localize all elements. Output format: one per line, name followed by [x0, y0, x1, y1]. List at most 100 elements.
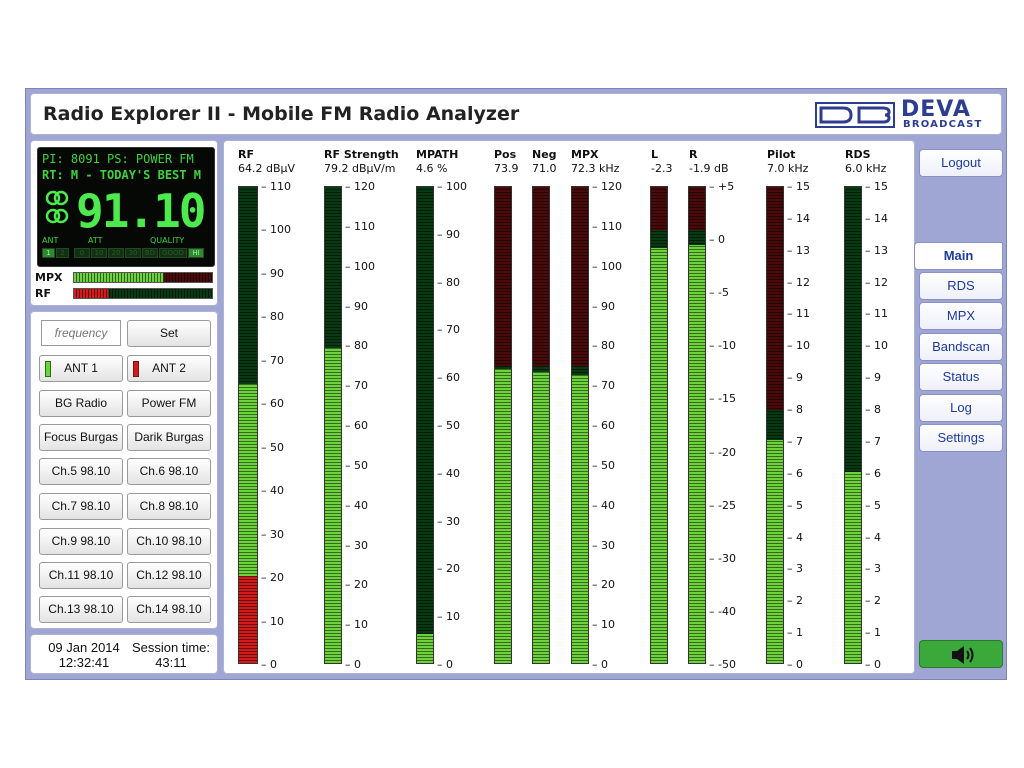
- meter-value: 71.0: [532, 162, 557, 175]
- logo-main-text: DEVA: [901, 97, 971, 122]
- meter-tick-label: – +5: [709, 180, 735, 193]
- meter-tick-label: – 80: [592, 339, 615, 353]
- preset-button[interactable]: Ch.12 98.10: [127, 562, 211, 589]
- preset-button[interactable]: Ch.5 98.10: [39, 458, 123, 485]
- meter-tick-label: – 7: [787, 434, 803, 448]
- meter-tick-label: – 0: [787, 658, 803, 671]
- tab-settings[interactable]: Settings: [919, 424, 1003, 452]
- meter-tick-label: – 40: [437, 466, 460, 480]
- meter-tick-label: – 2: [865, 594, 881, 608]
- set-button[interactable]: Set: [127, 320, 211, 347]
- meter-tick-label: – 80: [261, 310, 284, 324]
- meter-tick-label: – 0: [261, 658, 277, 671]
- meter-tick-label: – 0: [709, 233, 725, 247]
- meter-segments: [325, 187, 341, 663]
- tab-mpx[interactable]: MPX: [919, 302, 1003, 330]
- preset-button[interactable]: BG Radio: [39, 390, 123, 417]
- meter-tick-label: – 80: [437, 275, 460, 289]
- sound-toggle-button[interactable]: [919, 640, 1003, 668]
- att-label: ATT: [88, 236, 103, 245]
- meter-tick-label: – 30: [437, 514, 460, 528]
- ant1-button[interactable]: ANT 1: [39, 355, 123, 382]
- meter-tick-label: – -10: [709, 339, 736, 353]
- meter-tick-label: – 12: [787, 275, 810, 289]
- preset-button[interactable]: Ch.11 98.10: [39, 562, 123, 589]
- meter-value: 73.9: [494, 162, 519, 175]
- tab-log[interactable]: Log: [919, 394, 1003, 422]
- ant-cell: 1: [42, 248, 55, 258]
- rf-level-label: RF: [35, 287, 51, 300]
- meter-tick-label: – 10: [865, 339, 888, 353]
- meter-tick-label: – 3: [787, 562, 803, 576]
- meter-tick-label: – 50: [345, 458, 368, 472]
- meter-tick-label: – 90: [437, 227, 460, 241]
- preset-button[interactable]: Power FM: [127, 390, 211, 417]
- meter-value: 6.0 kHz: [845, 162, 887, 175]
- stereo-icon: [45, 190, 69, 224]
- meter-tick-label: – 60: [261, 397, 284, 411]
- tab-rds[interactable]: RDS: [919, 272, 1003, 300]
- meters-panel: RF 64.2 dBμV – 110 – 100 – 90 – 80 – 70 – 60 – 5…: [223, 140, 915, 674]
- clock-text: 12:32:41: [58, 655, 110, 670]
- meter-bar: [650, 186, 668, 664]
- deva-logo: DEVA BROADCAST: [815, 97, 995, 130]
- quality-cell: GOOD: [159, 248, 187, 258]
- db-logo-icon: [815, 102, 895, 128]
- meter-tick-label: – 60: [345, 419, 368, 432]
- preset-button[interactable]: Ch.13 98.10: [39, 596, 123, 623]
- meter-value: -2.3: [651, 162, 673, 175]
- ant2-label: ANT 2: [152, 361, 186, 375]
- meter-value: 64.2 dBμV: [238, 162, 296, 175]
- preset-button[interactable]: Ch.8 98.10: [127, 493, 211, 520]
- controls-panel: Set ANT 1 ANT 2 BG Radio Power FM Focus …: [30, 311, 218, 629]
- meter-title: Neg: [532, 148, 557, 161]
- meter-tick-label: – 9: [787, 371, 803, 385]
- preset-button[interactable]: Ch.10 98.10: [127, 528, 211, 555]
- logout-button[interactable]: Logout: [919, 149, 1003, 177]
- meter-tick-label: – 30: [592, 538, 615, 552]
- meter-tick-label: – 20: [261, 571, 284, 585]
- meter-bar: [766, 186, 784, 664]
- meter-tick-label: – -20: [709, 445, 736, 459]
- receiver-display-panel: PI: 8091 PS: POWER FM RT: M - TODAY'S BE…: [30, 140, 218, 306]
- lcd-display: PI: 8091 PS: POWER FM RT: M - TODAY'S BE…: [37, 147, 215, 267]
- att-cells: 0 10 20 30: [74, 248, 141, 258]
- meter-tick-label: – 90: [261, 266, 284, 280]
- meter-segments: [417, 187, 433, 663]
- meter-tick-label: – 50: [592, 458, 615, 472]
- meter-tick-label: – 3: [865, 562, 881, 576]
- meter-tick-label: – 120: [592, 180, 622, 193]
- meter-tick-label: – -40: [709, 604, 736, 618]
- preset-button[interactable]: Ch.6 98.10: [127, 458, 211, 485]
- meter-tick-label: – -5: [709, 286, 729, 300]
- ant2-button[interactable]: ANT 2: [127, 355, 211, 382]
- meter-value: 72.3 kHz: [571, 162, 620, 175]
- meter-tick-label: – -15: [709, 392, 736, 406]
- frequency-input[interactable]: [41, 320, 121, 346]
- pi-ps-line: PI: 8091 PS: POWER FM: [42, 152, 194, 166]
- tab-bandscan[interactable]: Bandscan: [919, 333, 1003, 361]
- att-cell: 30: [125, 248, 141, 258]
- ant1-label: ANT 1: [64, 361, 98, 375]
- preset-button[interactable]: Ch.14 98.10: [127, 596, 211, 623]
- meter-tick-label: – 90: [592, 299, 615, 313]
- meter-title: RF: [238, 148, 254, 161]
- meter-tick-label: – 0: [437, 658, 453, 671]
- meter-tick-label: – 1: [787, 626, 803, 640]
- meter-segments: [651, 187, 667, 663]
- meter-tick-label: – 70: [437, 323, 460, 337]
- preset-button[interactable]: Ch.7 98.10: [39, 493, 123, 520]
- meter-value: -1.9 dB: [689, 162, 729, 175]
- preset-button[interactable]: Darik Burgas: [127, 424, 211, 451]
- quality-cells: BD GOOD HI: [142, 248, 204, 258]
- meter-bar: [494, 186, 512, 664]
- meter-bar: [324, 186, 342, 664]
- preset-button[interactable]: Focus Burgas: [39, 424, 123, 451]
- tab-status[interactable]: Status: [919, 363, 1003, 391]
- meter-tick-label: – 110: [592, 219, 622, 233]
- meter-tick-label: – 4: [787, 530, 803, 544]
- preset-button[interactable]: Ch.9 98.10: [39, 528, 123, 555]
- meter-title: MPX: [571, 148, 599, 161]
- tab-main[interactable]: Main: [914, 242, 1003, 270]
- meter-tick-label: – 12: [865, 275, 888, 289]
